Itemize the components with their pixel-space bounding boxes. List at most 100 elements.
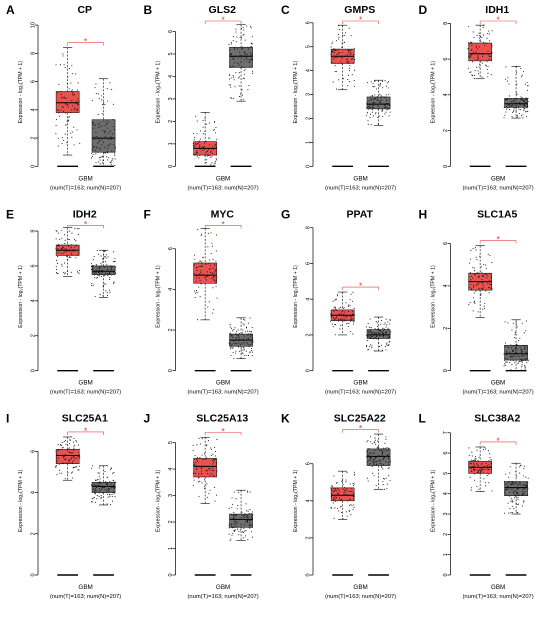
data-point (201, 467, 203, 469)
data-point (473, 469, 475, 471)
data-point (336, 53, 338, 56)
data-point (485, 273, 488, 275)
data-point (105, 492, 108, 494)
data-point (214, 450, 217, 452)
data-point (339, 506, 341, 508)
data-point (91, 155, 94, 157)
data-point (243, 70, 245, 72)
x-axis-label: GBM (216, 584, 230, 591)
data-point (210, 472, 212, 474)
data-point (379, 332, 381, 334)
data-point (209, 268, 211, 270)
data-point (388, 344, 390, 346)
data-point (62, 446, 64, 448)
data-point (505, 361, 507, 363)
data-point (214, 263, 216, 265)
data-point (244, 53, 246, 55)
data-point (73, 448, 75, 450)
data-point (515, 471, 517, 473)
data-point (513, 99, 515, 101)
data-point (475, 284, 477, 286)
data-point (238, 72, 240, 74)
data-point (248, 344, 250, 346)
data-point (517, 484, 519, 486)
data-point (92, 146, 95, 148)
data-point (378, 346, 381, 348)
gene-title: SLC25A1 (62, 413, 108, 425)
data-point (113, 480, 115, 482)
data-point (483, 478, 485, 480)
data-point (369, 331, 371, 333)
data-point (351, 57, 354, 60)
data-point (486, 474, 488, 477)
data-point (368, 349, 370, 351)
data-point (230, 327, 233, 329)
data-point (71, 65, 73, 67)
data-point (514, 104, 516, 107)
data-point (108, 481, 111, 483)
data-point (518, 106, 520, 108)
data-point (353, 321, 355, 323)
data-point (524, 97, 526, 99)
data-point (250, 344, 252, 346)
data-point (94, 272, 96, 274)
data-point (98, 147, 100, 149)
data-point (366, 82, 368, 84)
data-point (57, 92, 59, 94)
data-point (94, 493, 96, 495)
data-point (76, 466, 78, 468)
data-point (72, 441, 75, 443)
gene-title: GLS2 (209, 4, 237, 16)
data-point (513, 109, 515, 111)
data-point (235, 352, 237, 354)
data-point (198, 457, 200, 459)
data-point (71, 109, 73, 111)
data-point (203, 142, 206, 144)
data-point (377, 106, 379, 108)
data-point (102, 295, 104, 297)
data-point (369, 463, 371, 465)
data-point (58, 244, 60, 246)
data-point (196, 120, 198, 122)
data-point (243, 524, 245, 526)
data-point (241, 339, 243, 341)
data-point (336, 49, 338, 51)
data-point (240, 61, 242, 63)
data-point (525, 101, 527, 104)
y-axis-label: Expression - log₂(TPM + 1) (156, 469, 162, 532)
data-point (373, 463, 375, 465)
data-point (514, 347, 516, 349)
data-point (114, 153, 116, 155)
data-point (242, 333, 244, 335)
data-point (347, 49, 349, 51)
data-point (482, 472, 484, 474)
data-point (516, 488, 518, 490)
data-point (107, 150, 109, 152)
data-point (196, 155, 198, 157)
data-point (378, 115, 380, 117)
data-point (351, 490, 353, 493)
data-point (211, 242, 213, 244)
data-point (388, 107, 390, 109)
data-point (507, 104, 509, 106)
data-point (367, 440, 369, 442)
data-point (369, 329, 371, 331)
data-point (343, 34, 345, 37)
data-point (340, 313, 342, 315)
data-point (481, 62, 483, 64)
data-point (512, 111, 514, 113)
data-point (526, 104, 529, 106)
data-point (524, 111, 527, 113)
data-point (385, 436, 387, 438)
data-point (55, 450, 57, 452)
data-point (382, 464, 384, 466)
data-point (347, 310, 349, 313)
data-point (95, 93, 97, 95)
data-point (473, 462, 475, 464)
data-point (194, 464, 196, 466)
data-point (382, 333, 384, 335)
data-point (244, 52, 246, 54)
data-point (377, 440, 379, 442)
data-point (212, 272, 214, 275)
data-point (201, 261, 203, 263)
